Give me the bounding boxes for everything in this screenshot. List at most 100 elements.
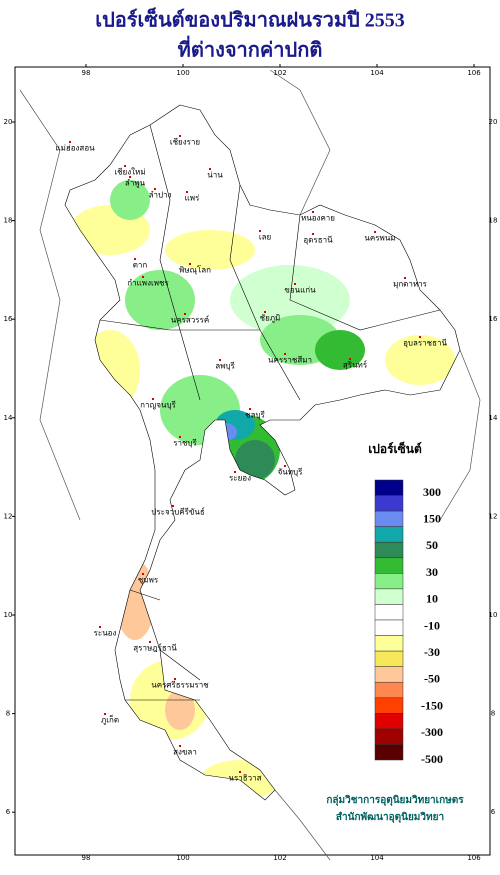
station-dot [172, 505, 174, 507]
station-dot [312, 211, 314, 213]
station-dot [249, 408, 251, 410]
lat-label: 12 [4, 512, 13, 520]
legend-swatch [374, 681, 404, 699]
legend-swatch [374, 635, 404, 652]
legend-swatch [374, 479, 404, 496]
station-dot [259, 230, 261, 232]
lon-label: 102 [273, 69, 286, 77]
station-dot [186, 191, 188, 193]
legend-swatch [374, 650, 404, 667]
province-name: น่าน [207, 171, 223, 180]
province-name: ภูเก็ต [101, 715, 119, 726]
province-name: เลย [259, 233, 271, 242]
province-name: อุบลราชธานี [403, 339, 447, 348]
province-name: แม่ฮ่องสอน [55, 144, 95, 153]
legend-label: 10 [426, 592, 438, 606]
province-name: ลำปาง [149, 191, 172, 200]
province-name: สุราษฎร์ธานี [133, 643, 177, 653]
legend: 300 150 50 30 10 -10 -30 -50 -150 -300 -500 [374, 479, 443, 766]
lon-label: 100 [176, 854, 189, 862]
province-name: เชียงใหม่ [114, 168, 145, 177]
station-dot [284, 465, 286, 467]
legend-swatch [374, 713, 404, 730]
province-name: สุรินทร์ [343, 360, 368, 370]
station-dot [209, 168, 211, 170]
lat-label: 8 [491, 710, 495, 718]
province-name: ประจวบคีรีขันธ์ [151, 507, 205, 517]
province-name: พิษณุโลก [179, 265, 211, 275]
lat-label: 20 [4, 118, 13, 126]
title-line2: ที่ต่างจากค่าปกติ [178, 35, 323, 62]
lat-label: 20 [489, 118, 498, 126]
legend-swatch [374, 619, 404, 636]
station-dot [129, 176, 131, 178]
province-name: ลพบุรี [215, 362, 235, 371]
province-name: นครสวรรค์ [171, 315, 209, 325]
legend-swatch [374, 728, 404, 745]
station-dot [174, 678, 176, 680]
legend-label: 30 [426, 565, 438, 579]
lat-label: 6 [6, 808, 11, 816]
station-dot [152, 398, 154, 400]
province-name: นราธิวาส [228, 774, 261, 783]
province-name: ราชบุรี [173, 439, 197, 448]
lat-label: 14 [489, 414, 498, 422]
legend-label: -10 [424, 618, 440, 632]
province-name: จันทบุรี [278, 468, 304, 477]
credit-2: สำนักพัฒนาอุตุนิยมวิทยา [336, 811, 444, 823]
lon-label: 104 [370, 854, 384, 862]
legend-swatch [374, 495, 404, 512]
legend-label: 150 [423, 511, 441, 525]
province-name: ระยอง [229, 474, 251, 483]
lat-label: 6 [491, 808, 496, 816]
station-dot [294, 283, 296, 285]
lat-label: 18 [4, 217, 13, 225]
station-dot [99, 626, 101, 628]
lon-label: 106 [467, 854, 481, 862]
station-dot [349, 358, 351, 360]
station-dot [312, 233, 314, 235]
province-name: แพร่ [185, 194, 200, 203]
legend-swatch [374, 604, 404, 621]
legend-swatch [374, 541, 404, 559]
legend-swatch [374, 666, 404, 683]
lon-label: 98 [82, 854, 91, 862]
legend-label: -30 [424, 645, 440, 659]
legend-swatch [374, 573, 404, 590]
station-dot [184, 313, 186, 315]
legend-label: 300 [423, 485, 441, 499]
lat-label: 10 [489, 611, 498, 619]
lon-label: 102 [273, 854, 286, 862]
province-name: กาญจนบุรี [140, 401, 176, 410]
province-name: สงขลา [173, 748, 197, 757]
station-dot [419, 336, 421, 338]
station-dot [239, 771, 241, 773]
province-name: นครราชสีมา [268, 356, 312, 365]
province-name: หนองคาย [301, 214, 335, 223]
legend-label: 50 [426, 538, 438, 552]
province-name: นครพนม [364, 234, 395, 243]
station-dot [189, 263, 191, 265]
station-dot [179, 436, 181, 438]
legend-title: เปอร์เซ็นต์ [368, 441, 422, 456]
legend-label: -500 [421, 752, 443, 766]
legend-label: -300 [421, 725, 443, 739]
station-dot [234, 471, 236, 473]
province-name: ชัยภูมิ [260, 314, 281, 324]
legend-label: -50 [424, 672, 440, 686]
legend-label: -150 [421, 698, 443, 712]
province-name: ลำพูน [125, 179, 146, 189]
station-dot [69, 141, 71, 143]
station-dot [179, 745, 181, 747]
station-dot [219, 359, 221, 361]
lon-label: 100 [176, 69, 189, 77]
lat-label: 10 [4, 611, 13, 619]
lat-label: 18 [489, 217, 498, 225]
station-dot [142, 573, 144, 575]
legend-swatch [374, 588, 404, 605]
province-name: ตาก [133, 261, 148, 270]
legend-swatch [374, 697, 404, 714]
province-borders [64, 104, 461, 801]
lon-label: 104 [370, 69, 384, 77]
